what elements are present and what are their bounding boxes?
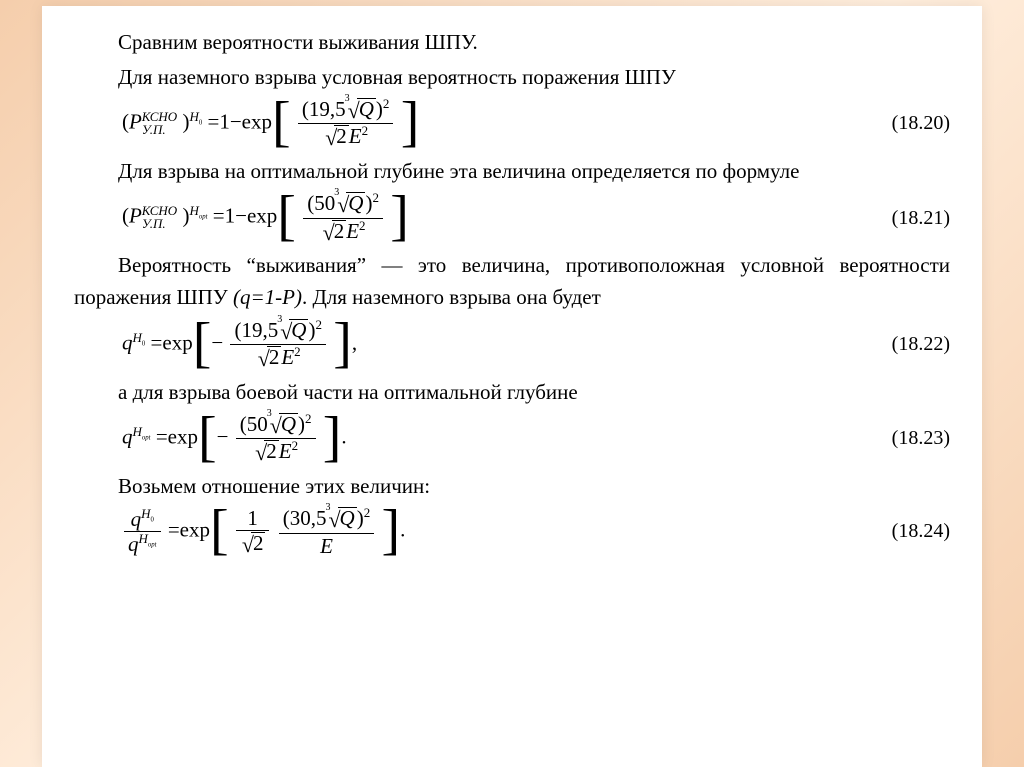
equation-18-20: (PУ.П.КСНО )H0 =1−exp[ (19,53√Q)2 √2E2 ]… [74,97,950,151]
para-1: Сравним вероятности выживания ШПУ. [74,26,950,59]
para-2: Для наземного взрыва условная вероятност… [74,61,950,94]
para-6: Возьмем отношение этих величин: [74,470,950,503]
eq-num: (18.22) [892,329,950,360]
eq-num: (18.21) [892,203,950,234]
equation-18-23: qHopt =exp[− (503√Q)2 √2E2 ]. (18.23) [74,412,950,466]
eq-num: (18.23) [892,423,950,454]
equation-18-22: qH0 =exp[− (19,53√Q)2 √2E2 ], (18.22) [74,318,950,372]
para-4: Вероятность “выживания” — это величина, … [74,249,950,314]
eq-num: (18.24) [892,516,950,547]
page: Сравним вероятности выживания ШПУ. Для н… [42,6,982,767]
para-5: а для взрыва боевой части на оптимальной… [74,376,950,409]
equation-18-24: qH0 qHopt =exp[ 1√2 (30,53√Q)2 E ]. (18.… [74,506,950,557]
para-3: Для взрыва на оптимальной глубине эта ве… [74,155,950,188]
eq-num: (18.20) [892,108,950,139]
equation-18-21: (PУ.П.КСНО )Hopt =1−exp[ (503√Q)2 √2E2 ]… [74,191,950,245]
